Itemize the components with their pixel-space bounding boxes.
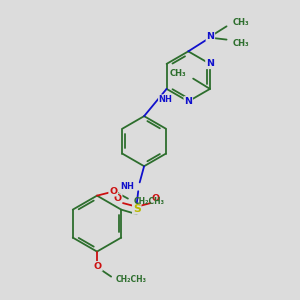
Text: CH₂CH₃: CH₂CH₃: [116, 275, 147, 284]
Text: CH₂CH₃: CH₂CH₃: [134, 197, 165, 206]
Text: CH₃: CH₃: [232, 18, 249, 27]
Text: O: O: [109, 187, 117, 196]
Text: O: O: [152, 194, 160, 203]
Text: CH₃: CH₃: [232, 39, 249, 48]
Text: NH: NH: [159, 95, 172, 104]
Text: N: N: [206, 59, 214, 68]
Text: O: O: [113, 194, 122, 203]
Text: N: N: [206, 32, 214, 41]
Text: CH₃: CH₃: [170, 69, 186, 78]
Text: S: S: [133, 204, 141, 214]
Text: N: N: [184, 97, 192, 106]
Text: O: O: [94, 262, 102, 271]
Text: NH: NH: [120, 182, 134, 191]
